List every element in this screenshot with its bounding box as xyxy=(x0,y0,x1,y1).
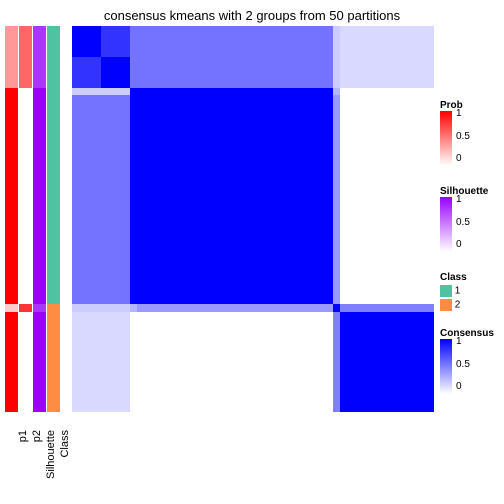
consensus-heatmap xyxy=(72,26,434,412)
annotation-label-p1: p1 xyxy=(17,430,29,480)
legend-silhouette: Silhouette10.50 xyxy=(440,186,488,252)
annotation-col-p1 xyxy=(5,26,18,412)
annotation-label-Silhouette: Silhouette xyxy=(45,430,57,480)
annotation-col-Class xyxy=(47,26,60,412)
annotation-col-p2 xyxy=(19,26,32,412)
legend-class: Class 1 2 xyxy=(440,272,467,313)
annotation-label-Class: Class xyxy=(59,430,71,480)
legend-prob: Prob10.50 xyxy=(440,100,476,166)
annotation-label-p2: p2 xyxy=(31,430,43,480)
legend-consensus: Consensus10.50 xyxy=(440,328,494,394)
annotation-col-Silhouette xyxy=(33,26,46,412)
plot-title: consensus kmeans with 2 groups from 50 p… xyxy=(0,8,504,23)
